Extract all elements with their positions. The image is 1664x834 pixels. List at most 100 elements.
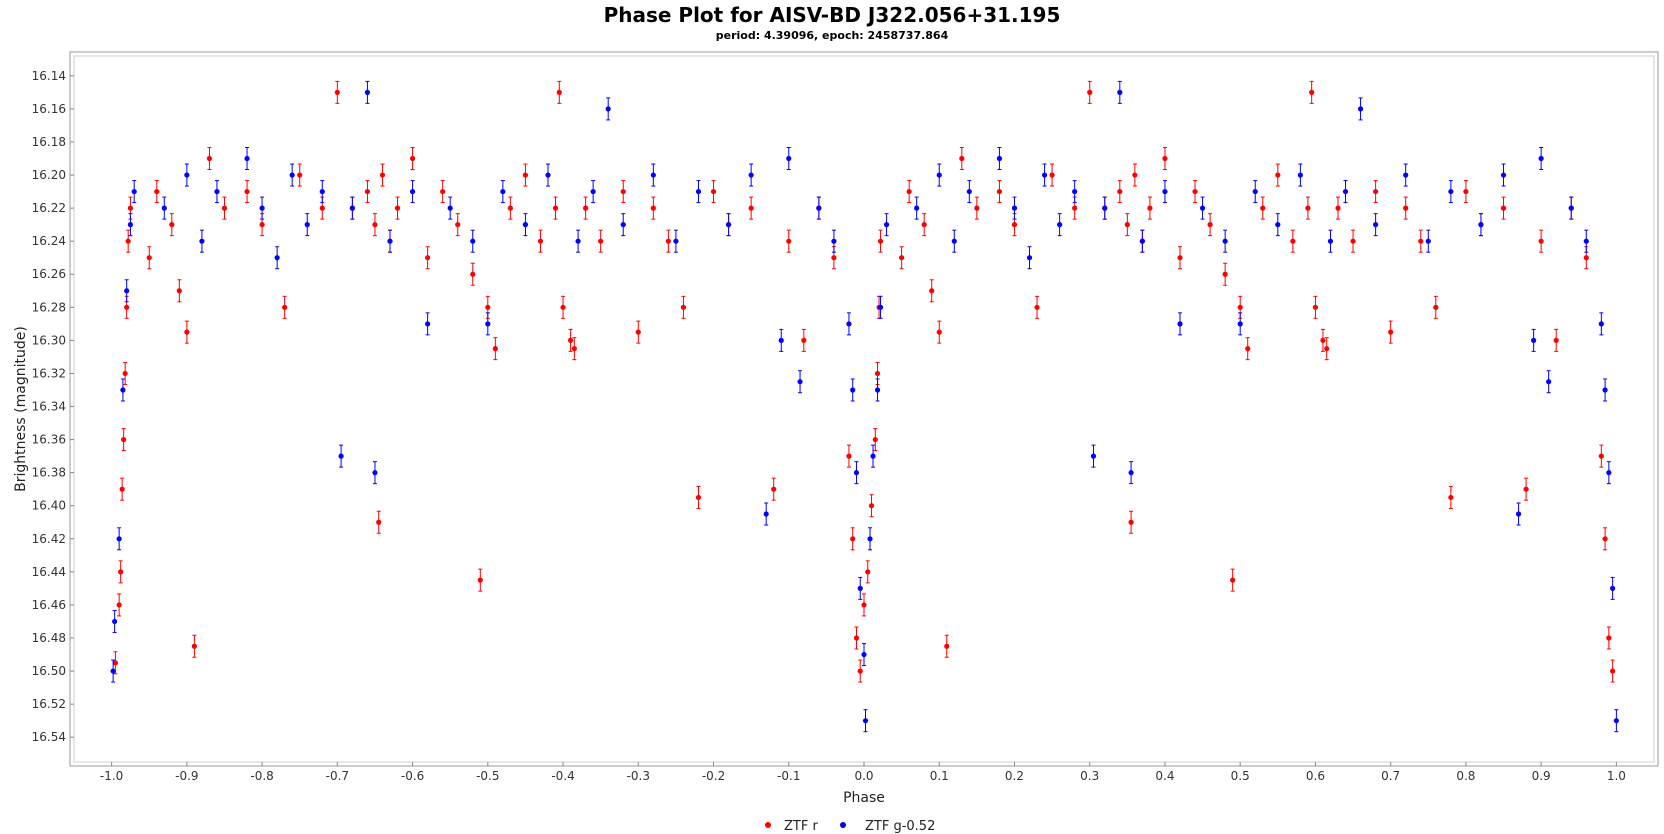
data-point (372, 470, 378, 476)
x-tick-label: 0.6 (1306, 769, 1325, 783)
x-tick-label: 0.4 (1155, 769, 1174, 783)
data-point (853, 635, 860, 641)
data-point (244, 155, 250, 162)
data-point (282, 304, 288, 310)
data-point (119, 486, 125, 492)
data-point (816, 205, 822, 211)
data-point (560, 304, 566, 310)
data-point (1305, 205, 1311, 211)
data-point (319, 188, 325, 195)
x-tick-label: -0.7 (326, 769, 349, 783)
data-point (447, 205, 453, 211)
data-point (364, 89, 371, 95)
x-tick-label: -0.9 (175, 769, 198, 783)
data-point (1500, 205, 1507, 211)
x-tick-label: 0.9 (1532, 769, 1551, 783)
data-point (1425, 238, 1431, 244)
data-point (874, 387, 881, 393)
x-tick-label: 0.3 (1080, 769, 1099, 783)
data-point (1448, 494, 1454, 501)
data-point (409, 155, 416, 162)
data-point (650, 205, 656, 211)
y-tick-label: 16.48 (32, 631, 66, 645)
data-point (1613, 718, 1619, 724)
x-tick-label: 0.7 (1381, 769, 1400, 783)
data-point (146, 255, 152, 261)
y-tick-label: 16.44 (32, 565, 66, 579)
data-point (1252, 188, 1258, 195)
data-point (725, 222, 732, 228)
data-point (1139, 238, 1145, 244)
data-point (1237, 304, 1243, 310)
y-tick-label: 16.18 (32, 135, 66, 149)
y-tick-label: 16.52 (32, 697, 66, 711)
y-tick-label: 16.30 (32, 333, 66, 347)
y-tick-label: 16.16 (32, 102, 66, 116)
data-point (131, 188, 137, 195)
data-point (872, 436, 878, 443)
data-point (831, 255, 837, 261)
data-point (372, 222, 378, 228)
data-point (1320, 337, 1326, 343)
data-point (883, 222, 890, 228)
y-tick-label: 16.36 (32, 433, 66, 447)
data-point (1128, 519, 1134, 525)
data-point (778, 337, 784, 343)
data-point (1500, 172, 1507, 178)
data-point (1124, 222, 1130, 228)
data-point (1403, 172, 1409, 178)
series-layer (110, 80, 1619, 733)
data-point (857, 585, 863, 591)
data-point (861, 651, 867, 658)
data-point (394, 205, 401, 211)
data-point (1034, 304, 1040, 310)
data-point (206, 155, 213, 162)
data-point (1553, 337, 1559, 343)
y-tick-label: 16.42 (32, 532, 66, 546)
y-tick-label: 16.50 (32, 664, 66, 678)
data-point (161, 205, 167, 211)
data-point (112, 618, 118, 625)
data-point (409, 188, 416, 195)
x-tick-label: -0.1 (777, 769, 800, 783)
data-point (870, 453, 876, 459)
data-point (470, 271, 476, 277)
data-point (959, 155, 965, 162)
data-point (1515, 511, 1522, 517)
data-point (338, 453, 344, 459)
series-ztf-g (110, 80, 1619, 733)
data-point (1606, 470, 1612, 476)
data-point (425, 321, 431, 327)
data-point (120, 387, 126, 393)
data-point (349, 205, 355, 211)
data-point (1128, 470, 1134, 476)
data-point (1538, 155, 1544, 162)
data-point (127, 222, 134, 228)
x-tick-label: 1.0 (1607, 769, 1626, 783)
data-point (1290, 238, 1296, 244)
data-point (583, 205, 589, 211)
data-point (944, 643, 950, 649)
data-point (1568, 205, 1574, 211)
data-point (116, 602, 122, 608)
data-point (169, 222, 175, 228)
x-tick-label: 0.1 (930, 769, 949, 783)
x-tick-label: -0.5 (476, 769, 499, 783)
data-point (748, 172, 754, 178)
data-point (1011, 222, 1018, 228)
data-point (974, 205, 980, 211)
data-point (110, 668, 116, 674)
data-point (1606, 635, 1612, 641)
y-tick-label: 16.22 (32, 201, 66, 215)
data-point (1072, 205, 1078, 211)
data-point (862, 718, 869, 724)
legend-label-ztf-r: ZTF r (784, 819, 818, 834)
data-point (906, 188, 912, 195)
data-point (1373, 188, 1379, 195)
data-point (650, 172, 656, 178)
data-point (1102, 205, 1108, 211)
data-point (921, 222, 927, 228)
data-point (1057, 222, 1063, 228)
data-point (124, 288, 130, 294)
